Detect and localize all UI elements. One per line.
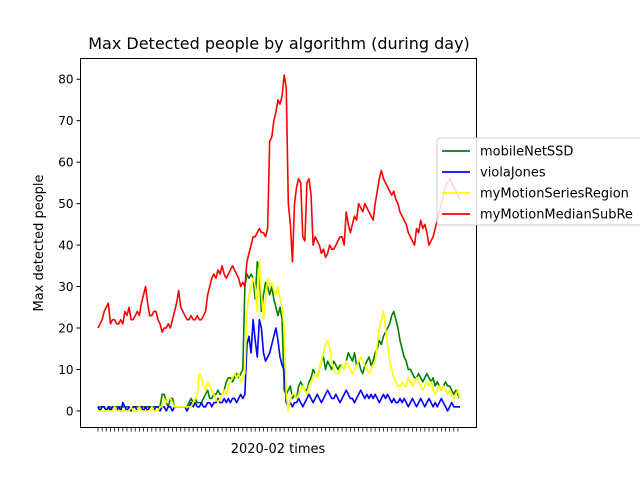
y-tick-label-7: 70 (58, 114, 73, 128)
y-tick-label-3: 30 (58, 280, 73, 294)
legend-entries: mobileNetSSD violaJones myMotionSeriesRegi… (442, 145, 633, 223)
axes-frame (80, 58, 477, 428)
x-axis-label: 2020-02 times (231, 442, 326, 457)
legend-label-3: myMotionMedianSubRe (480, 208, 633, 223)
series-line-3 (97, 74, 461, 333)
legend-label-1: violaJones (480, 166, 546, 181)
plot-area (97, 74, 461, 412)
x-axis-ticks (97, 427, 459, 432)
y-tick-label-4: 40 (58, 239, 73, 253)
y-tick-label-0: 0 (66, 404, 74, 418)
y-axis: 0 10 20 30 40 50 60 70 80 (58, 73, 81, 418)
legend-label-0: mobileNetSSD (480, 145, 573, 160)
y-tick-label-6: 60 (58, 156, 73, 170)
legend-label-2: myMotionSeriesRegion (480, 187, 629, 202)
series-line-1 (97, 318, 460, 412)
chart-title: Max Detected people by algorithm (during… (88, 34, 470, 53)
y-axis-label: Max detected people (32, 174, 47, 311)
y-tick-label-1: 10 (58, 363, 73, 377)
y-tick-label-5: 50 (58, 197, 73, 211)
series-line-2 (98, 260, 461, 412)
y-tick-label-2: 20 (58, 321, 73, 335)
legend: mobileNetSSD violaJones myMotionSeriesRegi… (436, 137, 640, 226)
y-tick-label-8: 80 (58, 73, 73, 87)
legend-box (436, 137, 640, 226)
